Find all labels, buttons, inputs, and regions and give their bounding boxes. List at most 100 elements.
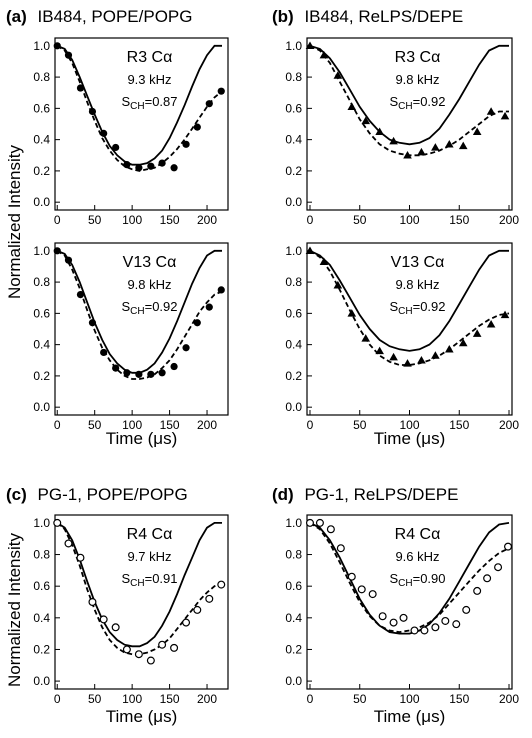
data-point-b2 bbox=[458, 338, 468, 347]
panel-a-title: IB484, POPE/POPG bbox=[38, 7, 193, 26]
chart-panel-a2: 0 50 100 150 200 0.0 0.2 0.4 0.6 0.8 1.0 V13 Cα 9.8 … bbox=[33, 242, 229, 448]
order-parameter-subscript: CH bbox=[398, 306, 412, 317]
annotation-residue-d: R4 Cα bbox=[395, 526, 441, 543]
y-tick-label-a2: 0.6 bbox=[33, 306, 50, 320]
x-tick-label-c: 200 bbox=[197, 692, 217, 706]
data-point-a2 bbox=[53, 247, 61, 255]
data-point-d bbox=[368, 590, 377, 599]
solid-curve-b2 bbox=[309, 249, 509, 352]
y-tick-label-b: 0.8 bbox=[285, 70, 302, 84]
annotation-frequency-a: 9.3 kHz bbox=[127, 72, 171, 87]
dashed-curve-b2 bbox=[309, 250, 510, 366]
data-point-c bbox=[217, 580, 226, 589]
annotation-frequency-a2: 9.8 kHz bbox=[127, 277, 171, 292]
data-point-b2 bbox=[417, 355, 426, 364]
annotation-order-parameter-b: SCH=0.92 bbox=[389, 94, 445, 112]
data-point-d bbox=[452, 620, 461, 629]
annotation-residue-b: R3 Cα bbox=[395, 49, 441, 66]
y-tick-label-c: 0.2 bbox=[33, 642, 50, 656]
data-point-c bbox=[64, 539, 73, 548]
data-point-d bbox=[399, 613, 408, 622]
y-tick-label-c: 0.4 bbox=[33, 611, 50, 625]
y-tick-label-d: 0.0 bbox=[285, 674, 302, 688]
data-point-b bbox=[431, 143, 440, 151]
data-point-a2 bbox=[193, 319, 201, 327]
data-point-b bbox=[361, 116, 371, 125]
data-point-b2 bbox=[305, 246, 315, 255]
y-tick-label-b: 1.0 bbox=[285, 39, 302, 53]
x-tick-label-d: 200 bbox=[499, 692, 519, 706]
y-tick-label-a: 0.2 bbox=[33, 164, 50, 178]
data-point-b bbox=[389, 136, 398, 145]
data-point-a2 bbox=[135, 370, 143, 378]
x-tick-label-b2: 200 bbox=[499, 418, 519, 432]
order-parameter-value: =0.91 bbox=[145, 571, 178, 586]
y-tick-label-b2: 1.0 bbox=[285, 244, 302, 258]
data-point-b2 bbox=[347, 309, 357, 317]
data-point-a bbox=[88, 107, 97, 116]
y-tick-label-b: 0.6 bbox=[285, 101, 302, 115]
panel-b-title: IB484, ReLPS/DEPE bbox=[304, 7, 463, 26]
data-point-c bbox=[134, 650, 143, 659]
annotation-frequency-c: 9.7 kHz bbox=[127, 549, 171, 564]
x-tick-label-a: 200 bbox=[197, 213, 217, 227]
annotation-frequency-d: 9.6 kHz bbox=[395, 549, 439, 564]
panel-b-header: (b) IB484, ReLPS/DEPE bbox=[272, 7, 463, 26]
x-tick-label-d: 150 bbox=[449, 692, 469, 706]
panel-c-letter: (c) bbox=[6, 485, 27, 504]
data-point-d bbox=[378, 612, 387, 621]
data-point-b bbox=[500, 111, 510, 120]
y-tick-label-d: 0.2 bbox=[285, 642, 302, 656]
data-point-b bbox=[319, 50, 329, 59]
data-point-b2 bbox=[319, 257, 329, 265]
data-point-b2 bbox=[361, 334, 371, 342]
order-parameter-value: =0.90 bbox=[413, 571, 446, 586]
x-tick-label-b: 0 bbox=[307, 213, 314, 227]
annotation-order-parameter-b2: SCH=0.92 bbox=[389, 299, 445, 317]
data-point-a2 bbox=[123, 369, 131, 377]
data-point-c bbox=[53, 518, 62, 527]
x-tick-label-a: 0 bbox=[54, 213, 61, 227]
y-tick-label-d: 0.6 bbox=[285, 579, 302, 593]
order-parameter-symbol: S bbox=[389, 571, 398, 586]
plot-frame-c bbox=[54, 514, 229, 690]
data-point-a2 bbox=[170, 362, 178, 371]
panel-c-title: PG-1, POPE/POPG bbox=[38, 485, 188, 504]
annotation-residue-c: R4 Cα bbox=[127, 526, 173, 543]
data-point-b bbox=[486, 107, 496, 115]
data-point-d bbox=[357, 585, 366, 594]
chart-panel-a: 0 50 100 150 200 0.0 0.2 0.4 0.6 0.8 1.0 R3 Cα 9.3 k… bbox=[33, 37, 229, 227]
y-tick-label-c: 1.0 bbox=[33, 516, 50, 530]
y-tick-label-a2: 0.0 bbox=[33, 400, 50, 414]
data-point-a2 bbox=[64, 256, 73, 264]
data-point-a2 bbox=[88, 319, 97, 327]
data-point-b2 bbox=[375, 346, 384, 355]
data-point-a2 bbox=[76, 291, 85, 299]
data-point-b bbox=[417, 147, 426, 156]
panel-b-letter: (b) bbox=[272, 7, 294, 26]
order-parameter-value: =0.92 bbox=[413, 94, 446, 109]
order-parameter-symbol: S bbox=[389, 94, 398, 109]
y-tick-label-d: 0.4 bbox=[285, 611, 302, 625]
data-point-c bbox=[205, 594, 214, 603]
x-tick-label-b2: 150 bbox=[449, 418, 469, 432]
y-tick-label-c: 0.0 bbox=[33, 674, 50, 688]
annotation-residue-b2: V13 Cα bbox=[391, 254, 445, 271]
data-point-b2 bbox=[500, 310, 510, 319]
data-point-c bbox=[111, 623, 120, 632]
x-tick-label-a2: 150 bbox=[160, 418, 180, 432]
x-tick-label-d: 50 bbox=[353, 692, 367, 706]
annotation-order-parameter-c: SCH=0.91 bbox=[121, 571, 177, 589]
annotation-order-parameter-a: SCH=0.87 bbox=[121, 94, 177, 112]
x-tick-label-c: 100 bbox=[122, 692, 142, 706]
data-point-a2 bbox=[112, 364, 120, 372]
data-point-b bbox=[445, 140, 454, 148]
data-point-d bbox=[483, 574, 492, 583]
x-tick-label-b: 150 bbox=[449, 213, 469, 227]
dashed-curve-a2 bbox=[56, 250, 223, 380]
y-tick-label-a2: 1.0 bbox=[33, 244, 50, 258]
data-point-b bbox=[458, 141, 468, 150]
y-tick-label-a: 0.6 bbox=[33, 101, 50, 115]
data-point-c bbox=[146, 656, 155, 665]
y-tick-label-c: 0.8 bbox=[33, 548, 50, 562]
